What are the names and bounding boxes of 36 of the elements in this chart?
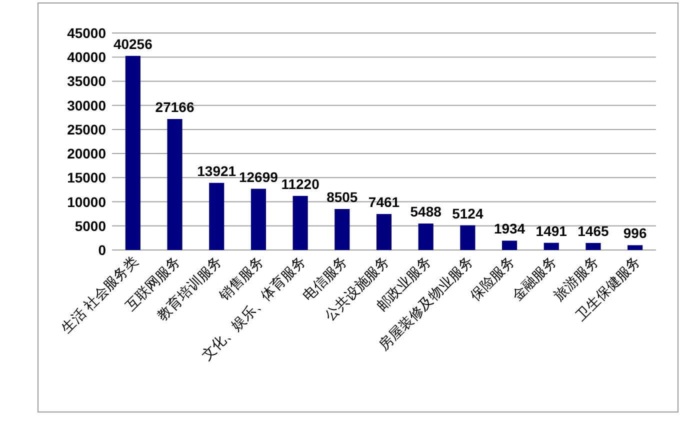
data-label: 5124 <box>452 205 484 222</box>
bar <box>460 225 476 250</box>
y-tick-label: 10000 <box>67 194 106 210</box>
data-label: 12699 <box>238 168 278 185</box>
y-tick-label: 35000 <box>67 73 106 90</box>
y-tick-label: 25000 <box>67 121 106 138</box>
bar <box>544 242 559 250</box>
bar <box>250 188 266 250</box>
data-label: 1934 <box>494 220 526 237</box>
y-tick-label: 15000 <box>67 170 106 186</box>
data-label: 40256 <box>113 36 153 52</box>
bar <box>628 245 643 250</box>
data-label: 1465 <box>578 222 610 239</box>
data-label: 13921 <box>197 162 236 179</box>
data-label: 996 <box>623 225 647 242</box>
data-label: 11220 <box>281 176 320 192</box>
bar <box>376 214 392 250</box>
bar <box>209 182 224 250</box>
y-tick-label: 0 <box>98 242 106 258</box>
bar <box>586 242 601 250</box>
bar <box>292 196 308 250</box>
data-label: 7461 <box>368 194 400 210</box>
y-tick-label: 40000 <box>67 49 106 66</box>
bar <box>334 208 350 250</box>
y-tick-label: 45000 <box>67 25 106 41</box>
bar <box>418 224 434 250</box>
data-label: 27166 <box>155 99 194 115</box>
data-label: 5488 <box>410 204 442 220</box>
bar <box>125 56 140 250</box>
data-label: 1491 <box>536 222 568 239</box>
y-tick-label: 30000 <box>67 97 106 114</box>
data-label: 8505 <box>326 188 358 205</box>
y-tick-label: 20000 <box>67 146 106 162</box>
bar <box>502 240 518 250</box>
bar <box>167 119 182 250</box>
y-tick-label: 5000 <box>74 218 106 234</box>
